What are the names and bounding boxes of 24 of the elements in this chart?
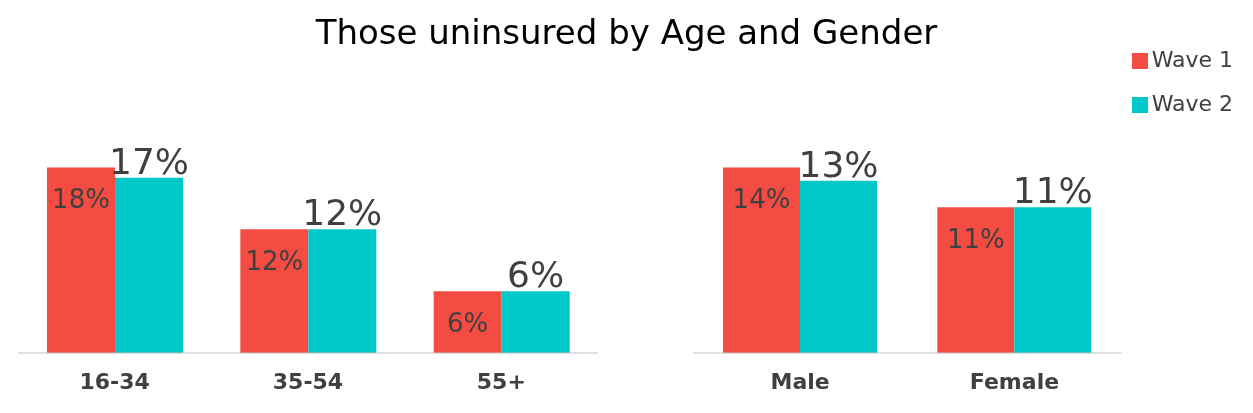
chart-title: Those uninsured by Age and Gender [315,12,938,52]
data-label: 13% [798,143,879,185]
bar [115,177,183,353]
bar [240,229,309,353]
data-label: 12% [245,245,304,276]
data-label: 6% [447,307,489,338]
bar [501,291,570,353]
legend-label: Wave 1 [1151,47,1233,72]
data-label: 14% [732,183,791,214]
x-tick-label: 55+ [476,368,526,394]
x-tick-label: Female [969,368,1060,394]
x-tick-label: Male [770,368,830,394]
data-label: 12% [302,192,383,234]
data-label: 18% [52,183,110,214]
bar [47,167,115,353]
bar [308,229,377,353]
x-tick-label: 35-54 [272,368,344,394]
data-label: 11% [1012,170,1093,212]
data-label: 17% [108,140,190,182]
bar [433,291,502,353]
data-label: 11% [946,223,1005,254]
x-tick-label: 16-34 [79,368,150,394]
legend-label: Wave 2 [1151,91,1233,116]
data-label: 6% [507,254,565,296]
